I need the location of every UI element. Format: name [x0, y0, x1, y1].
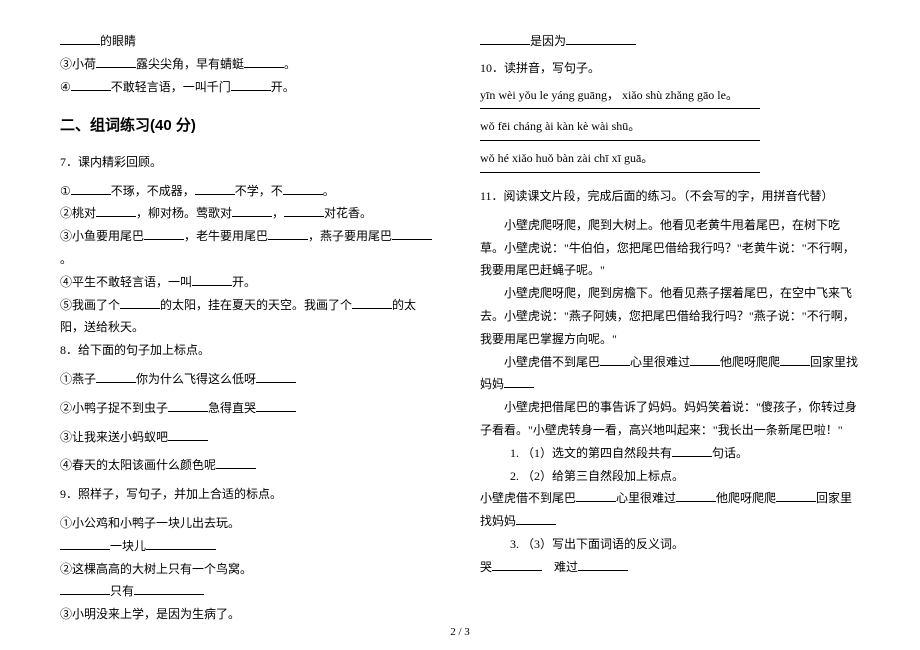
pinyin-line: yīn wèi yǒu le yáng guāng， xiǎo shù zhǎn…	[480, 84, 860, 107]
q8: 8．给下面的句子加上标点。	[60, 339, 440, 362]
line: 是因为	[480, 30, 860, 53]
line: ②这棵高高的大树上只有一个鸟窝。	[60, 558, 440, 581]
passage-para: 小壁虎借不到尾巴心里很难过他爬呀爬爬回家里找妈妈	[480, 351, 860, 397]
line: ④平生不敢轻言语，一叫开。	[60, 271, 440, 294]
line: 一块儿	[60, 535, 440, 558]
sub-line: 3. （3）写出下面词语的反义词。	[510, 533, 860, 556]
line: 只有	[60, 580, 440, 603]
line: 的眼睛	[60, 30, 440, 53]
sub-line: 2. （2）给第三自然段加上标点。	[510, 465, 860, 488]
write-line	[480, 172, 760, 173]
sub-line: 1. （1）选文的第四自然段共有句话。	[510, 442, 860, 465]
line: ③小明没来上学，是因为生病了。	[60, 603, 440, 626]
left-column: 的眼睛 ③小荷露尖尖角，早有蜻蜓。 ④不敢轻言语，一叫千门开。 二、组词练习(4…	[60, 30, 440, 626]
page: 的眼睛 ③小荷露尖尖角，早有蜻蜓。 ④不敢轻言语，一叫千门开。 二、组词练习(4…	[0, 0, 920, 646]
line: ④春天的太阳该画什么颜色呢	[60, 454, 440, 477]
line: ③小鱼要用尾巴，老牛要用尾巴，燕子要用尾巴。	[60, 225, 440, 271]
line: ①小公鸡和小鸭子一块儿出去玩。	[60, 512, 440, 535]
pinyin-line: wǒ hé xiǎo huǒ bàn zài chī xī guā。	[480, 147, 860, 170]
write-line	[480, 140, 760, 141]
line: ⑤我画了个的太阳，挂在夏天的天空。我画了个的太阳，送给秋天。	[60, 294, 440, 340]
q11: 11．阅读课文片段，完成后面的练习。（不会写的字，用拼音代替）	[480, 185, 860, 208]
passage-para: 小壁虎爬呀爬，爬到大树上。他看见老黄牛甩着尾巴，在树下吃草。小壁虎说："牛伯伯，…	[480, 214, 860, 282]
q7: 7．课内精彩回顾。	[60, 151, 440, 174]
line: ②小鸭子捉不到虫子急得直哭	[60, 397, 440, 420]
q9: 9．照样子，写句子，并加上合适的标点。	[60, 483, 440, 506]
sub-questions: 1. （1）选文的第四自然段共有句话。 2. （2）给第三自然段加上标点。	[480, 442, 860, 488]
pinyin-line: wǒ fēi cháng ài kàn kè wài shū。	[480, 115, 860, 138]
passage-para: 小壁虎爬呀爬，爬到房檐下。他看见燕子摆着尾巴，在空中飞来飞去。小壁虎说："燕子阿…	[480, 282, 860, 350]
right-column: 是因为 10．读拼音，写句子。 yīn wèi yǒu le yáng guān…	[480, 30, 860, 626]
sub-body: 小壁虎借不到尾巴心里很难过他爬呀爬爬回家里找妈妈	[480, 487, 860, 533]
q10: 10．读拼音，写句子。	[480, 57, 860, 80]
line: ①不琢，不成器，不学，不。	[60, 180, 440, 203]
line: ①燕子你为什么飞得这么低呀	[60, 368, 440, 391]
section-heading: 二、组词练习(40 分)	[60, 112, 440, 141]
line: ③小荷露尖尖角，早有蜻蜓。	[60, 53, 440, 76]
line: ②桃对，柳对杨。莺歌对，对花香。	[60, 202, 440, 225]
write-line	[480, 108, 760, 109]
sub-questions: 3. （3）写出下面词语的反义词。	[480, 533, 860, 556]
passage-para: 小壁虎把借尾巴的事告诉了妈妈。妈妈笑着说："傻孩子，你转过身子看看。"小壁虎转身…	[480, 396, 860, 442]
line: ④不敢轻言语，一叫千门开。	[60, 76, 440, 99]
line: ③让我来送小蚂蚁吧	[60, 426, 440, 449]
antonym-line: 哭 难过	[480, 556, 860, 579]
page-footer: 2 / 3	[0, 626, 920, 638]
